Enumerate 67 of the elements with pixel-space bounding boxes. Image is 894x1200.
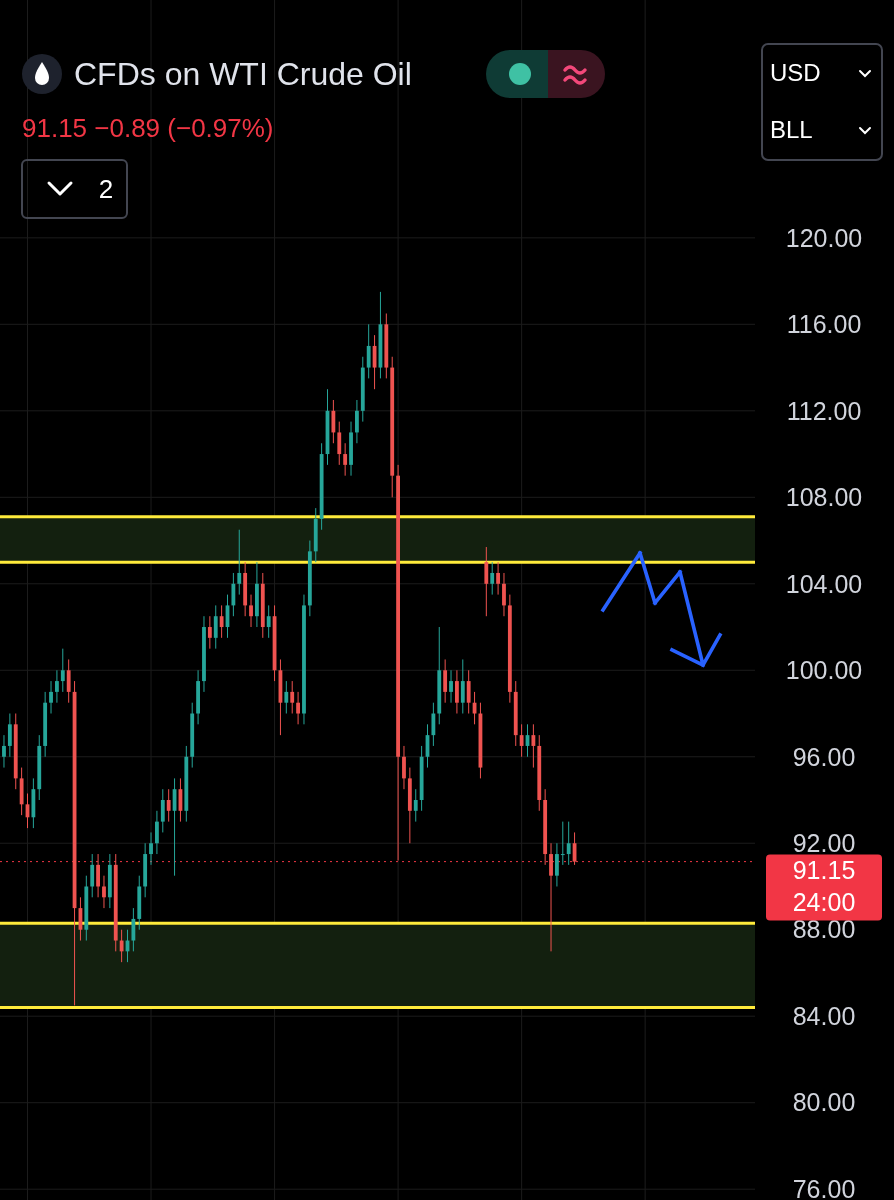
- text: USD: [770, 59, 821, 87]
- candlestick: [402, 745, 406, 790]
- candlestick: [331, 399, 336, 444]
- candlestick: [455, 669, 459, 715]
- candlestick: [119, 929, 124, 963]
- candlestick: [449, 669, 453, 704]
- candlestick: [460, 658, 465, 715]
- candlestick: [549, 842, 553, 952]
- candlestick: [519, 723, 524, 758]
- candlestick: [413, 788, 418, 823]
- y-tick-label: 96.00: [792, 742, 856, 771]
- y-tick-label: 84.00: [792, 1001, 856, 1030]
- y-tick-label: 88.00: [792, 915, 856, 944]
- y-tick-label: 108.00: [785, 483, 863, 512]
- text: CFDs on WTI Crude Oil: [74, 56, 412, 93]
- text: BLL: [770, 116, 813, 144]
- candlestick: [484, 546, 489, 617]
- candlestick: [560, 821, 565, 866]
- candlestick: [490, 561, 495, 596]
- candlestick: [290, 680, 295, 715]
- candlestick: [90, 853, 95, 898]
- candlestick: [219, 604, 224, 639]
- candlestick: [355, 399, 359, 444]
- candlestick: [149, 831, 153, 866]
- candlestick: [55, 669, 59, 704]
- candlestick: [131, 907, 136, 952]
- candlestick: [160, 788, 165, 833]
- candlestick: [155, 810, 159, 855]
- text: 91.15 −0.89 (−0.97%): [22, 113, 274, 144]
- y-tick-label: 76.00: [792, 1174, 856, 1200]
- y-tick-label: 116.00: [786, 310, 862, 339]
- candlestick: [502, 572, 506, 617]
- y-tick-label: 80.00: [792, 1088, 856, 1117]
- y-tick-label: 120.00: [785, 223, 863, 252]
- candlestick: [266, 604, 271, 639]
- candlestick: [431, 702, 436, 747]
- candlestick: [60, 648, 65, 693]
- candlestick: [555, 842, 559, 887]
- candlestick: [284, 680, 289, 715]
- candlestick: [2, 734, 6, 769]
- candlestick: [237, 529, 242, 596]
- candlestick: [66, 658, 71, 704]
- candlestick: [443, 658, 448, 704]
- y-tick-label: 92.00: [792, 828, 856, 857]
- candlestick: [531, 723, 536, 769]
- candlestick: [231, 572, 236, 617]
- candlestick: [49, 680, 53, 715]
- ref-line-label: 91.15: [792, 856, 856, 885]
- candlestick: [296, 691, 300, 725]
- candlestick: [337, 421, 342, 466]
- y-tick-label: 100.00: [785, 656, 863, 685]
- candlestick: [207, 615, 212, 650]
- text: 24:00: [792, 888, 856, 917]
- candlestick: [102, 875, 106, 909]
- candlestick: [566, 821, 571, 866]
- annotation: 2: [98, 174, 114, 205]
- candlestick: [7, 713, 12, 758]
- candlestick: [366, 323, 371, 379]
- candlestick: [213, 604, 218, 650]
- candlestick: [166, 788, 171, 823]
- candlestick: [96, 853, 100, 898]
- candlestick: [249, 594, 253, 628]
- candlestick: [466, 669, 471, 715]
- y-tick-label: 112.00: [786, 396, 862, 425]
- candlestick: [496, 561, 500, 596]
- y-tick-label: 104.00: [785, 569, 863, 598]
- candlestick: [343, 442, 348, 477]
